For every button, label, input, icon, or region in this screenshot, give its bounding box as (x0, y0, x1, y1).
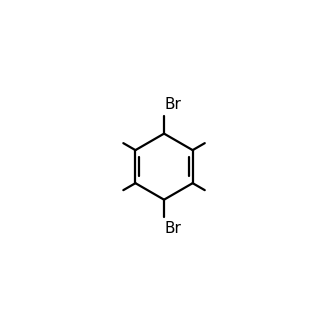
Text: Br: Br (164, 97, 181, 112)
Text: Br: Br (164, 221, 181, 236)
